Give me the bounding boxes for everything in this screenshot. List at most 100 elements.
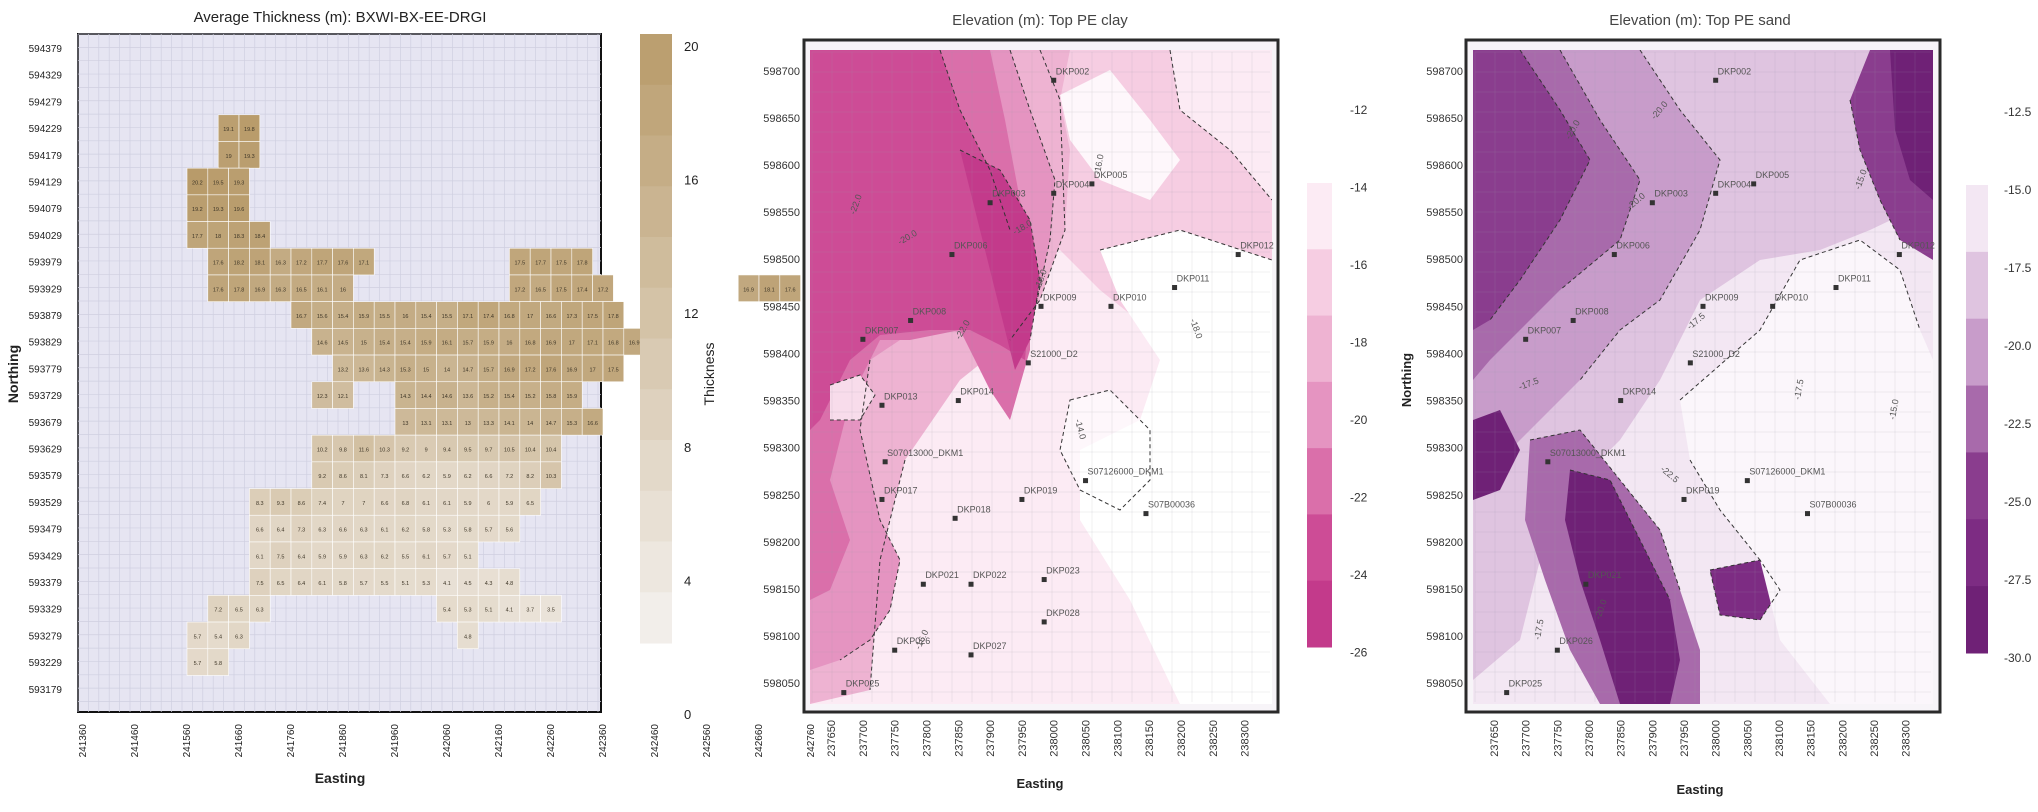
well-marker: [1896, 252, 1902, 258]
heatmap-y-tick: 593179: [29, 685, 63, 696]
well-label: DKP023: [1046, 566, 1080, 576]
heatmap-cell-label: 19.6: [234, 207, 245, 213]
well-label: DKP006: [954, 241, 988, 251]
contour-x-tick: 238000: [1049, 720, 1061, 757]
heatmap-cell-label: 5.9: [464, 501, 472, 507]
heatmap-cell-label: 6: [487, 501, 490, 507]
pe-sand-title: Elevation (m): Top PE sand: [1609, 12, 1790, 29]
heatmap-cell-label: 15.7: [483, 367, 494, 373]
heatmap-x-tick: 241760: [286, 724, 297, 758]
heatmap-cell-label: 6.1: [256, 554, 264, 560]
well-marker: [1504, 690, 1510, 696]
heatmap-cell-label: 3.7: [526, 608, 534, 614]
heatmap-cell: [249, 595, 271, 623]
heatmap-cell-label: 16.3: [275, 287, 286, 293]
heatmap-cell-label: 14.1: [504, 421, 515, 427]
heatmap-cell-label: 17.5: [587, 314, 598, 320]
well-label: DKP017: [884, 485, 918, 495]
well-label: DKP005: [1094, 170, 1128, 180]
heatmap-cell-label: 17.2: [514, 287, 525, 293]
heatmap-cell-label: 13.6: [462, 394, 473, 400]
heatmap-x-tick: 241460: [130, 724, 141, 758]
well-marker: [879, 496, 885, 502]
well-label: DKP007: [865, 325, 899, 335]
well-label: S07B00036: [1810, 500, 1857, 510]
well-marker: [1681, 496, 1687, 502]
pe-clay-white-lower: [1080, 230, 1272, 704]
heatmap-cell-label: 17: [569, 341, 575, 347]
colorbar-band: [1966, 586, 1988, 654]
well-label: DKP002: [1718, 66, 1752, 76]
colorbar-band: [1307, 381, 1332, 449]
heatmap-cell-label: 13: [465, 421, 471, 427]
well-marker: [955, 398, 961, 404]
well-marker: [908, 317, 914, 323]
well-label: DKP026: [897, 636, 931, 646]
heatmap-cell-label: 13.1: [421, 421, 432, 427]
heatmap-cell-label: 5.4: [443, 608, 451, 614]
heatmap-cell-label: 5.4: [214, 634, 222, 640]
contour-x-tick: 237850: [953, 720, 965, 757]
heatmap-cell-label: 14.3: [379, 367, 390, 373]
heatmap-cell-label: 15.9: [421, 341, 432, 347]
heatmap-cell-label: 5.7: [194, 661, 202, 667]
heatmap-x-tick: 242560: [702, 724, 713, 758]
heatmap-cell: [779, 274, 801, 302]
contour-y-tick: 598050: [763, 678, 800, 690]
well-label: DKP028: [1046, 608, 1080, 618]
well-label: DKP026: [1559, 636, 1593, 646]
heatmap-cell-label: 15.9: [483, 341, 494, 347]
heatmap-cell-label: 6.8: [402, 501, 410, 507]
pe-sand-gridlines: [1474, 51, 1931, 702]
heatmap-cell-label: 17.2: [296, 261, 307, 267]
heatmap-y-tick: 593229: [29, 658, 63, 669]
well-marker: [1041, 577, 1047, 583]
contour-x-tick: 238100: [1774, 720, 1786, 757]
heatmap-cell-label: 5.1: [402, 581, 410, 587]
heatmap-cell-label: 6.1: [422, 501, 430, 507]
heatmap-cell-label: 14: [444, 367, 450, 373]
pe-sand-y-ticks: 598700 598650 598600 598550 598500 598450 5984…: [1426, 66, 1463, 690]
colorbar-tick: 8: [684, 440, 691, 455]
well-marker: [1089, 181, 1095, 187]
pe-sand-se-blob: [1710, 560, 1780, 620]
heatmap-cell-label: 18.2: [234, 261, 245, 267]
colorbar-band: [1307, 580, 1332, 648]
heatmap-cell-label: 13.2: [338, 367, 349, 373]
colorbar-band: [640, 592, 672, 644]
heatmap-cell-label: 16.6: [587, 421, 598, 427]
well-label: S07126000_DKM1: [1749, 467, 1825, 477]
heatmap-cell-label: 17.7: [535, 261, 546, 267]
pe-clay-x-axis-label: Easting: [1017, 776, 1064, 791]
heatmap-cell-label: 19.1: [223, 127, 234, 133]
colorbar-band: [1966, 318, 1988, 387]
pe-clay-white-top: [1060, 70, 1180, 200]
well-label: DKP014: [1623, 387, 1657, 397]
heatmap-cell-label: 15.2: [525, 394, 536, 400]
heatmap-cell-label: 16.9: [566, 367, 577, 373]
heatmap-y-tick: 593429: [29, 551, 63, 562]
heatmap-cell: [540, 595, 562, 623]
contour-x-tick: 237700: [858, 720, 870, 757]
heatmap-cell-label: 5.3: [464, 608, 472, 614]
pe-sand-x-ticks: 237650 237700 237750 237800 237850 237900 2379…: [1489, 720, 1913, 757]
heatmap-cell-label: 6.1: [381, 528, 389, 534]
heatmap-cell-label: 8.3: [256, 501, 264, 507]
heatmap-cell-label: 16.9: [504, 367, 515, 373]
heatmap-title: Average Thickness (m): BXWI-BX-EE-DRGI: [194, 9, 487, 26]
heatmap-cell-label: 17: [590, 367, 596, 373]
well-marker: [1041, 619, 1047, 625]
well-label: DKP005: [1756, 170, 1790, 180]
heatmap-cell-label: 17.6: [338, 261, 349, 267]
heatmap-cell-label: 5.6: [506, 528, 514, 534]
well-label: DKP010: [1113, 292, 1147, 302]
heatmap-cell-label: 9: [425, 448, 428, 454]
well-marker: [1019, 496, 1025, 502]
heatmap-cell-label: 16.9: [254, 287, 265, 293]
heatmap-cell-label: 7: [341, 501, 344, 507]
heatmap-cell-label: 9.2: [318, 474, 326, 480]
heatmap-cell-label: 10.4: [525, 448, 536, 454]
heatmap-cell-label: 8.2: [526, 474, 534, 480]
heatmap-cell-label: 15.5: [379, 314, 390, 320]
heatmap-cell-label: 4.3: [485, 581, 493, 587]
